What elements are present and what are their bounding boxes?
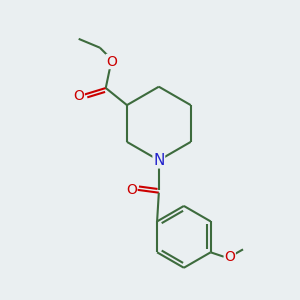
Text: O: O	[126, 183, 137, 197]
Text: O: O	[106, 55, 117, 68]
Text: O: O	[73, 89, 84, 103]
Text: O: O	[224, 250, 235, 264]
Text: N: N	[153, 153, 164, 168]
